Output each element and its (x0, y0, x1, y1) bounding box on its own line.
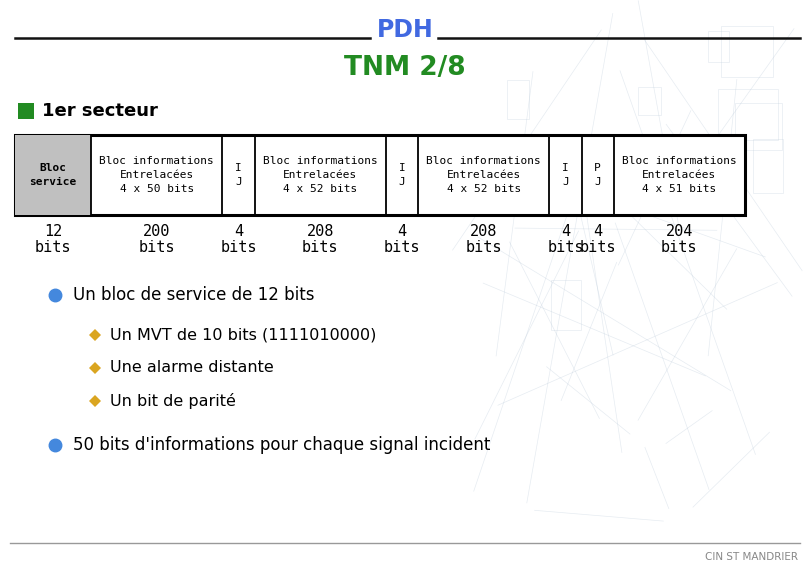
Text: I
J: I J (235, 163, 242, 187)
Text: bits: bits (579, 241, 616, 255)
Text: PDH: PDH (377, 18, 433, 42)
Bar (15, 135, 92, 215)
Text: Une alarme distante: Une alarme distante (110, 360, 274, 376)
Text: I
J: I J (399, 163, 405, 187)
Bar (15, 135, 745, 215)
Text: 4: 4 (561, 225, 570, 239)
Text: 12: 12 (44, 225, 62, 239)
Text: TNM 2/8: TNM 2/8 (344, 55, 466, 81)
Text: 208: 208 (307, 225, 334, 239)
Bar (718, 89, 778, 140)
Text: 4: 4 (593, 225, 602, 239)
Text: bits: bits (661, 241, 697, 255)
Text: Bloc informations
Entrelacées
4 x 51 bits: Bloc informations Entrelacées 4 x 51 bit… (622, 156, 737, 194)
Text: 4: 4 (234, 225, 243, 239)
Text: 200: 200 (143, 225, 171, 239)
Text: 204: 204 (666, 225, 693, 239)
Bar (722, 26, 774, 77)
Text: Bloc informations
Entrelacées
4 x 50 bits: Bloc informations Entrelacées 4 x 50 bit… (100, 156, 214, 194)
Text: 208: 208 (470, 225, 497, 239)
Text: bits: bits (384, 241, 420, 255)
Bar (638, 87, 660, 115)
Text: bits: bits (220, 241, 257, 255)
Text: Un MVT de 10 bits (1111010000): Un MVT de 10 bits (1111010000) (110, 328, 377, 343)
Text: 50 bits d'informations pour chaque signal incident: 50 bits d'informations pour chaque signa… (73, 436, 490, 454)
Text: Bloc
service: Bloc service (29, 163, 77, 187)
Text: Bloc informations
Entrelacées
4 x 52 bits: Bloc informations Entrelacées 4 x 52 bit… (263, 156, 377, 194)
Bar (507, 80, 529, 119)
Text: Un bloc de service de 12 bits: Un bloc de service de 12 bits (73, 286, 314, 304)
Text: P
J: P J (595, 163, 601, 187)
Text: bits: bits (35, 241, 71, 255)
Text: bits: bits (466, 241, 502, 255)
Bar (753, 139, 783, 193)
Text: 1er secteur: 1er secteur (42, 102, 158, 120)
Bar (18, 103, 34, 119)
Bar (735, 103, 782, 150)
Text: bits: bits (302, 241, 339, 255)
Text: 4: 4 (398, 225, 407, 239)
Text: bits: bits (548, 241, 584, 255)
Text: bits: bits (139, 241, 175, 255)
Text: I
J: I J (562, 163, 569, 187)
Text: Bloc informations
Entrelacées
4 x 52 bits: Bloc informations Entrelacées 4 x 52 bit… (426, 156, 541, 194)
Text: Un bit de parité: Un bit de parité (110, 393, 236, 409)
Bar (708, 31, 729, 62)
Bar (551, 280, 581, 331)
Text: CIN ST MANDRIER: CIN ST MANDRIER (705, 552, 798, 562)
